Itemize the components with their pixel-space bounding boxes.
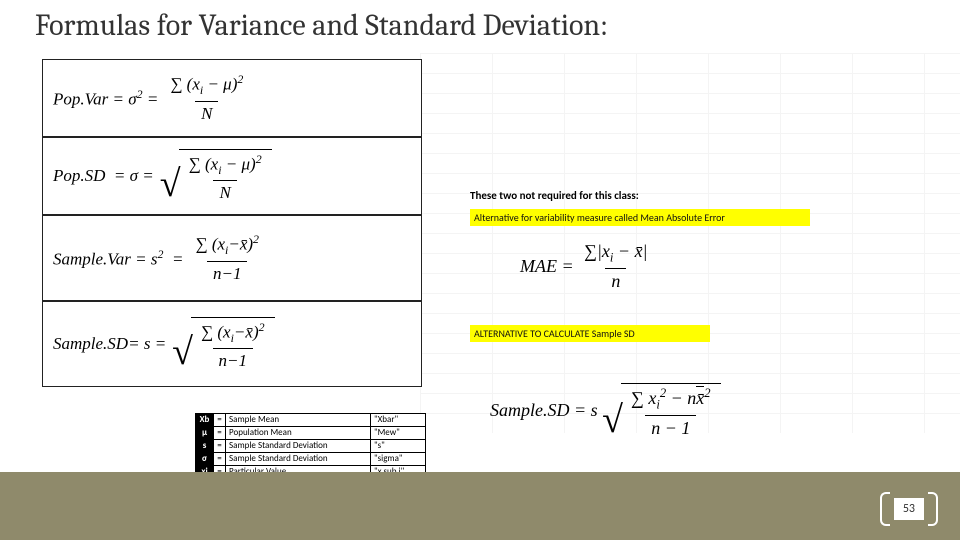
formula-pop-sd: Pop.SD = σ = √ ∑ (xi − μ)2 N (42, 137, 422, 215)
pop-var-sup: 2 (137, 87, 143, 101)
formula-stack: Pop.Var = σ2 = ∑ (xi − μ)2 N Pop.SD = σ … (42, 59, 422, 387)
page-number-wrap: 53 (880, 492, 938, 526)
legend-desc: Population Mean (226, 427, 371, 440)
note-mae-label: Alternative for variability measure call… (470, 209, 810, 226)
legend-eq: = (214, 453, 226, 466)
legend-desc: Sample Standard Deviation (226, 440, 371, 453)
radical-icon: √ (160, 165, 181, 203)
formula-sample-var: Sample.Var = s2 = ∑ (xi−x̄)2 n−1 (42, 215, 422, 301)
formula-pop-var: Pop.Var = σ2 = ∑ (xi − μ)2 N (42, 59, 422, 137)
legend-eq: = (214, 414, 226, 427)
legend-desc: Sample Standard Deviation (226, 453, 371, 466)
legend-row: μ=Population Mean"Mew" (196, 427, 426, 440)
bracket-left-icon (880, 492, 890, 526)
legend-row: σ=Sample Standard Deviation"sigma" (196, 453, 426, 466)
note-not-required: These two not required for this class: (470, 189, 639, 202)
formula-alt-sd: Sample.SD = s √ ∑ xi2 − nx̄2 n − 1 (490, 383, 721, 439)
legend-row: Xb=Sample Mean"Xbar" (196, 414, 426, 427)
legend-eq: = (214, 440, 226, 453)
legend-say: "Xbar" (371, 414, 426, 427)
grid-background (420, 53, 960, 433)
formula-sample-sd: Sample.SD= s = √ ∑ (xi−x̄)2 n−1 (42, 301, 422, 387)
legend-symbol: Xb (196, 414, 214, 427)
legend-desc: Sample Mean (226, 414, 371, 427)
note-alt-sd-label: ALTERNATIVE TO CALCULATE Sample SD (470, 325, 710, 342)
legend-symbol: σ (196, 453, 214, 466)
content-area: Pop.Var = σ2 = ∑ (xi − μ)2 N Pop.SD = σ … (0, 53, 960, 513)
bracket-right-icon (928, 492, 938, 526)
legend-eq: = (214, 427, 226, 440)
radical-icon: √ (602, 401, 623, 439)
pop-var-lhs: Pop.Var (53, 89, 108, 108)
legend-row: s=Sample Standard Deviation"s" (196, 440, 426, 453)
page-title: Formulas for Variance and Standard Devia… (0, 0, 960, 53)
formula-mae: MAE = ∑|xi − x̄| n (520, 241, 654, 292)
radical-icon: √ (172, 333, 193, 371)
legend-symbol: s (196, 440, 214, 453)
samp-sd-lhs: Sample.SD (53, 334, 128, 353)
legend-say: "s" (371, 440, 426, 453)
footer-bar (0, 472, 960, 540)
sigma: σ (128, 89, 136, 108)
legend-symbol: μ (196, 427, 214, 440)
legend-say: "sigma" (371, 453, 426, 466)
page-number: 53 (894, 498, 924, 520)
samp-var-lhs: Sample.Var (53, 249, 131, 268)
pop-sd-lhs: Pop.SD (53, 166, 105, 185)
legend-say: "Mew" (371, 427, 426, 440)
